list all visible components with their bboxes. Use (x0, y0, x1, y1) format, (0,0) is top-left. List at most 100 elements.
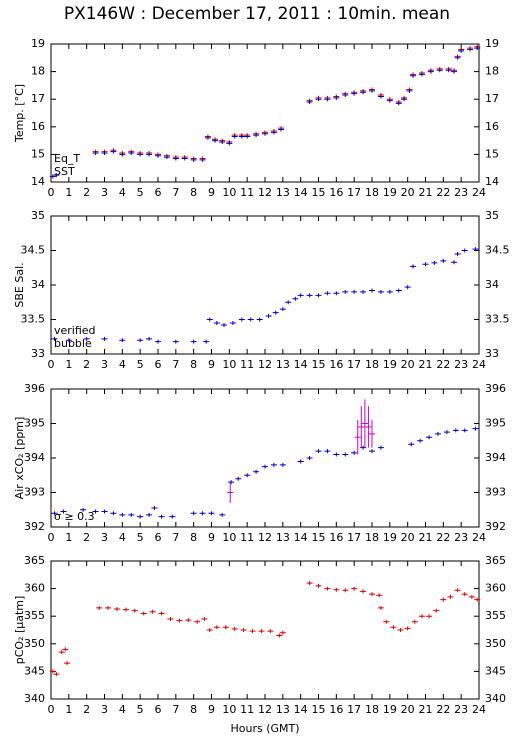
data-point (149, 609, 156, 614)
data-point (146, 152, 153, 157)
x-tick-label: 13 (276, 186, 290, 199)
y-tick-label: 16 (31, 120, 45, 133)
data-point (418, 72, 425, 77)
data-point (238, 317, 245, 322)
data-point (272, 310, 279, 315)
data-point (244, 134, 251, 139)
data-point (276, 633, 283, 638)
data-point (315, 97, 322, 102)
x-tick-label: 3 (101, 186, 108, 199)
x-tick-label: 22 (436, 531, 450, 544)
x-tick-label: 2 (83, 531, 90, 544)
data-point (422, 262, 429, 267)
data-point (194, 619, 201, 624)
y-tick-label: 393 (485, 486, 506, 499)
data-point (411, 619, 418, 624)
data-point (451, 260, 458, 265)
y-tick-label: 393 (24, 486, 45, 499)
data-point (472, 247, 479, 252)
y-tick-label: 34.5 (485, 244, 510, 257)
data-point (213, 320, 220, 325)
data-point (406, 88, 413, 93)
x-tick-label: 4 (119, 531, 126, 544)
x-tick-label: 14 (294, 358, 308, 371)
data-point (199, 157, 206, 162)
x-tick-label: 16 (329, 531, 343, 544)
data-point (351, 91, 358, 96)
x-tick-label: 12 (258, 531, 272, 544)
x-tick-label: 9 (208, 703, 215, 716)
data-point (333, 291, 340, 296)
data-point (167, 616, 174, 621)
data-point (285, 300, 292, 305)
data-point (219, 512, 226, 517)
data-point (369, 88, 375, 93)
data-point (306, 293, 313, 298)
data-point (155, 339, 161, 344)
data-point (474, 46, 481, 51)
data-point (377, 605, 384, 610)
data-point (181, 156, 188, 161)
data-point (361, 399, 368, 448)
y-tick-label: 365 (24, 554, 45, 567)
x-tick-label: 21 (419, 186, 433, 199)
data-point (360, 289, 367, 294)
y-tick-label: 33 (31, 347, 45, 360)
x-tick-label: 14 (294, 186, 308, 199)
y-tick-label: 392 (485, 520, 506, 533)
x-tick-label: 12 (258, 703, 272, 716)
data-point (256, 317, 263, 322)
data-point (220, 323, 227, 328)
legend-label: verified (54, 324, 96, 337)
y-tick-label: 340 (24, 692, 45, 705)
y-tick-label: 34 (31, 278, 45, 291)
y-tick-label: 35 (31, 209, 45, 222)
data-point (324, 449, 331, 454)
data-point (333, 587, 340, 592)
y-axis-label: Temp. [°C] (13, 84, 26, 143)
legend-label: SST (54, 165, 75, 178)
data-point (333, 452, 340, 457)
data-point (262, 131, 268, 136)
x-tick-label: 4 (119, 703, 126, 716)
x-tick-label: 2 (83, 703, 90, 716)
data-point (206, 317, 213, 322)
data-point (199, 511, 206, 516)
data-point (227, 482, 234, 503)
x-tick-label: 1 (65, 186, 72, 199)
data-point (190, 157, 197, 162)
data-point (158, 611, 165, 616)
data-point (122, 607, 129, 612)
data-point (386, 98, 393, 103)
x-tick-label: 5 (137, 703, 144, 716)
y-tick-label: 355 (24, 609, 45, 622)
data-point (172, 339, 179, 344)
data-point (297, 293, 304, 298)
data-point (342, 289, 349, 294)
data-point (278, 127, 285, 132)
data-point (92, 151, 99, 156)
data-point (383, 619, 390, 624)
y-tick-label: 19 (31, 37, 45, 50)
data-point (365, 406, 372, 448)
data-point (213, 625, 220, 630)
data-point (458, 48, 465, 53)
data-point (226, 141, 233, 146)
data-point (249, 629, 256, 634)
plot-frame (50, 388, 480, 528)
data-point (169, 514, 176, 519)
x-tick-label: 16 (329, 703, 343, 716)
y-tick-label: 350 (24, 637, 45, 650)
x-tick-label: 17 (347, 531, 361, 544)
x-tick-label: 17 (347, 703, 361, 716)
x-tick-label: 1 (65, 531, 72, 544)
data-point (244, 473, 251, 478)
x-tick-label: 24 (472, 703, 486, 716)
x-tick-label: 21 (419, 531, 433, 544)
data-point (253, 469, 260, 474)
x-tick-label: 7 (172, 531, 179, 544)
data-point (201, 616, 208, 621)
data-point (146, 336, 153, 341)
data-point (443, 430, 450, 435)
